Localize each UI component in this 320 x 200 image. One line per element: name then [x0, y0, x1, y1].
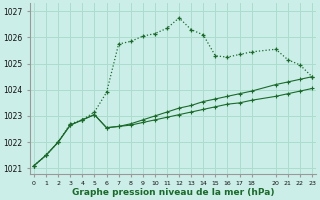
X-axis label: Graphe pression niveau de la mer (hPa): Graphe pression niveau de la mer (hPa) [72, 188, 274, 197]
